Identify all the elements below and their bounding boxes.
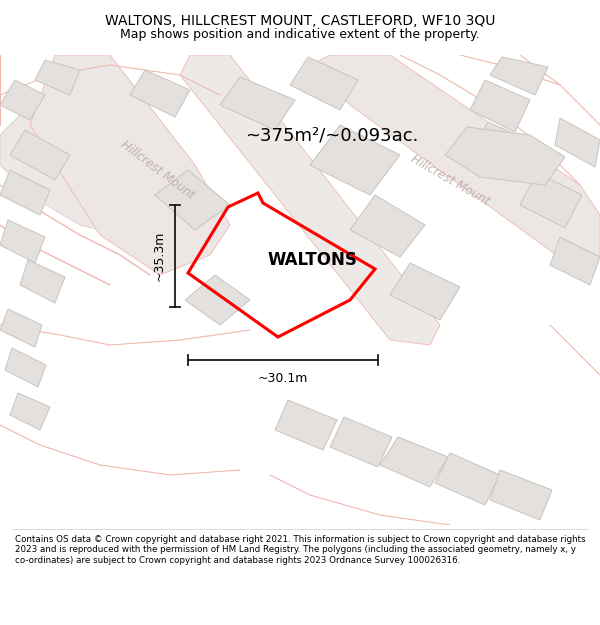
Polygon shape: [10, 393, 50, 430]
Polygon shape: [130, 70, 190, 117]
Polygon shape: [490, 470, 552, 520]
Text: ~375m²/~0.093ac.: ~375m²/~0.093ac.: [245, 126, 418, 144]
Polygon shape: [0, 220, 45, 263]
Polygon shape: [180, 55, 440, 345]
Polygon shape: [470, 122, 540, 180]
Polygon shape: [445, 127, 565, 185]
Polygon shape: [5, 348, 46, 387]
Polygon shape: [10, 130, 70, 180]
Polygon shape: [310, 55, 600, 265]
Polygon shape: [35, 60, 80, 95]
Polygon shape: [380, 437, 448, 487]
Text: Hillcrest Mount: Hillcrest Mount: [409, 152, 491, 208]
Text: ~30.1m: ~30.1m: [258, 372, 308, 385]
Polygon shape: [490, 57, 548, 95]
Polygon shape: [0, 309, 42, 347]
Polygon shape: [0, 80, 45, 120]
Polygon shape: [0, 170, 50, 215]
Polygon shape: [30, 55, 230, 275]
Polygon shape: [275, 400, 337, 450]
Polygon shape: [350, 195, 425, 257]
Polygon shape: [555, 118, 600, 167]
Polygon shape: [220, 77, 295, 130]
Text: WALTONS: WALTONS: [267, 251, 357, 269]
Polygon shape: [330, 417, 392, 467]
Polygon shape: [435, 453, 500, 505]
Text: ~35.3m: ~35.3m: [153, 231, 166, 281]
Polygon shape: [20, 260, 65, 303]
Polygon shape: [185, 275, 250, 325]
Text: Map shows position and indicative extent of the property.: Map shows position and indicative extent…: [120, 28, 480, 41]
Polygon shape: [520, 173, 582, 228]
Polygon shape: [550, 237, 600, 285]
Polygon shape: [470, 80, 530, 132]
Polygon shape: [310, 125, 400, 195]
Text: Hillcrest Mount: Hillcrest Mount: [119, 138, 197, 202]
Polygon shape: [155, 170, 230, 230]
Text: WALTONS, HILLCREST MOUNT, CASTLEFORD, WF10 3QU: WALTONS, HILLCREST MOUNT, CASTLEFORD, WF…: [105, 14, 495, 28]
Polygon shape: [290, 57, 358, 110]
Polygon shape: [0, 105, 160, 235]
Text: Contains OS data © Crown copyright and database right 2021. This information is : Contains OS data © Crown copyright and d…: [15, 535, 586, 565]
Polygon shape: [390, 263, 460, 320]
